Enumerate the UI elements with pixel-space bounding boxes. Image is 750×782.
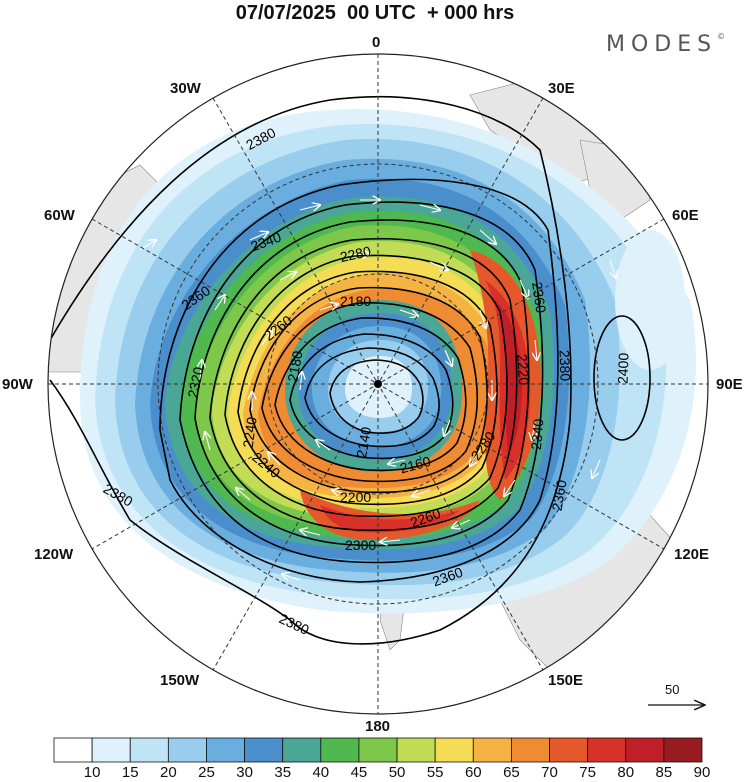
wind-vectors — [139, 200, 616, 580]
lon-label-30w: 30W — [170, 80, 201, 97]
contour-2160 — [304, 347, 440, 448]
contour-2240 — [249, 286, 488, 494]
colorbar-swatch — [244, 737, 284, 763]
contour-label: 2240 — [240, 416, 260, 449]
lon-label-180: 180 — [365, 718, 391, 735]
colorbar-swatch — [549, 737, 589, 763]
lon-label-120w: 120W — [34, 546, 74, 563]
colorbar-swatch — [663, 737, 703, 763]
contour-2400 — [593, 315, 651, 441]
contour-label: 2360 — [549, 478, 570, 512]
contour-label: 2400 — [614, 352, 631, 384]
colorbar-swatch — [587, 737, 627, 763]
contour-label: 2280 — [339, 243, 373, 265]
logo-mark: © — [717, 32, 726, 41]
contour-2180 — [289, 333, 454, 460]
contour-2340 — [179, 201, 544, 564]
colorbar-tick-label: 30 — [236, 764, 253, 781]
colorbar-tick-label: 45 — [350, 764, 368, 781]
contour-label: 2200 — [340, 489, 371, 505]
contour-label: 2340 — [528, 418, 547, 451]
contour-2320 — [194, 219, 530, 547]
colorbar-tick-label: 85 — [655, 764, 673, 781]
colorbar-tick-label: 40 — [312, 764, 330, 781]
lon-label-120e: 120E — [674, 546, 710, 563]
colorbar-tick-label: 55 — [426, 764, 444, 781]
contour-label: 2160 — [398, 453, 432, 477]
contour-2220 — [261, 302, 478, 483]
contour-label: 2180 — [284, 349, 305, 383]
colorbar-tick-label: 35 — [274, 764, 292, 781]
wind-shading — [80, 109, 697, 614]
colorbar-tick-label: 60 — [464, 764, 482, 781]
lon-label-90w: 90W — [2, 376, 33, 393]
contour-label: 2320 — [184, 365, 206, 399]
colorbar-tick-label: 10 — [83, 764, 101, 781]
contour-label: 2220 — [514, 353, 532, 385]
modes-logo: MODES© — [606, 32, 725, 57]
contour-label: 2180 — [340, 293, 371, 309]
colorbar-swatch — [320, 737, 360, 763]
colorbar-swatch — [472, 737, 512, 763]
colorbar-tick-label: 15 — [121, 764, 139, 781]
contour-2380-outer — [49, 95, 572, 645]
colorbar-swatch — [434, 737, 474, 763]
colorbar-tick-label: 65 — [503, 764, 520, 781]
lon-label-150w: 150W — [160, 672, 200, 689]
lon-label-0: 0 — [372, 34, 381, 51]
contour-2260 — [237, 270, 498, 506]
contour-2280 — [224, 254, 508, 518]
map-disc — [48, 54, 708, 714]
colorbar-swatch — [511, 737, 550, 763]
colorbar-swatch — [358, 737, 398, 763]
contour-2300 — [209, 238, 518, 532]
colorbar-swatch — [282, 737, 322, 763]
lon-label-60w: 60W — [44, 207, 75, 224]
height-contours — [49, 95, 651, 645]
colorbar-tick-label: 75 — [579, 764, 596, 781]
colorbar-swatch — [91, 737, 131, 763]
colorbar-swatch — [167, 737, 207, 763]
lon-label-30e: 30E — [548, 80, 575, 97]
colorbar-tick-label: 90 — [693, 764, 711, 781]
colorbar-tick-label: 80 — [617, 764, 635, 781]
contour-label: 2360 — [529, 281, 549, 314]
contour-label: 2140 — [353, 425, 374, 459]
colorbar-tick-label: 20 — [160, 764, 177, 781]
colorbar-swatch — [396, 737, 436, 763]
colorbar-swatch — [206, 737, 245, 763]
colorbar-tick-label: 25 — [198, 764, 215, 781]
lon-label-150e: 150E — [548, 672, 584, 689]
map-border — [47, 53, 709, 715]
contour-2140 — [329, 359, 424, 434]
contour-2200 — [274, 317, 467, 472]
pole-marker — [374, 380, 382, 388]
colorbar-tick-label: 50 — [388, 764, 406, 781]
colorbar-swatch — [129, 737, 169, 763]
colorbar — [53, 737, 703, 763]
colorbar-swatch — [53, 737, 93, 763]
contour-label: 2380 — [557, 350, 574, 382]
lon-label-90e: 90E — [716, 376, 743, 393]
logo-text: MODES — [606, 32, 718, 57]
map-title: 07/07/2025 00 UTC + 000 hrs — [235, 2, 515, 24]
contour-2360 — [159, 178, 559, 583]
reference-vector-label: 50 — [665, 682, 680, 697]
colorbar-tick-label: 70 — [541, 764, 558, 781]
colorbar-swatch — [625, 737, 665, 763]
contour-label: 2300 — [345, 537, 376, 553]
lon-label-60e: 60E — [672, 207, 699, 224]
